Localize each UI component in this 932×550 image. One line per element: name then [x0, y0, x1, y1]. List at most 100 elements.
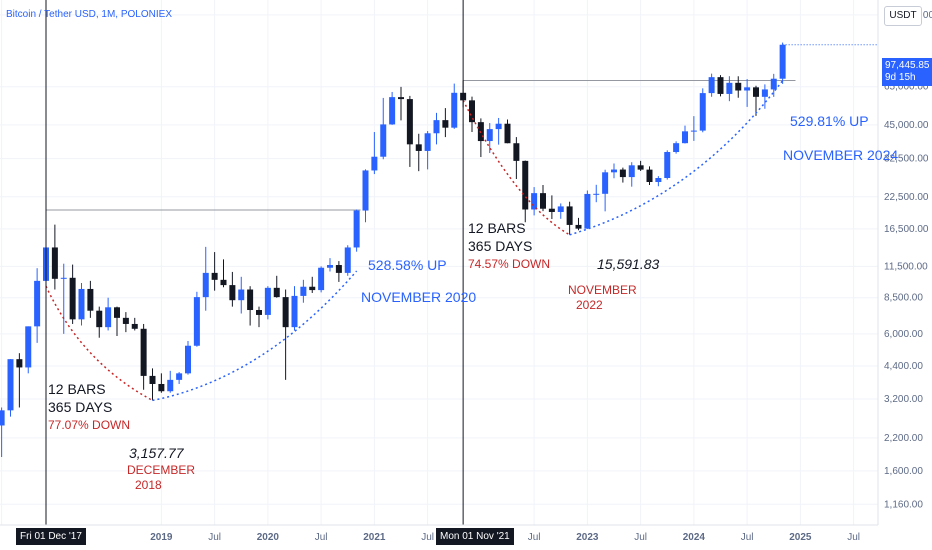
- candle-body: [25, 326, 32, 368]
- candle-body: [167, 379, 174, 392]
- candle-body: [486, 129, 493, 142]
- candle-body: [291, 295, 298, 328]
- y-tick-label: 65,000.00: [884, 82, 929, 93]
- cycle1-days-label: 365 DAYS: [48, 399, 112, 415]
- candle-body: [309, 286, 316, 291]
- recovery-curve: [569, 80, 784, 236]
- candle-body: [87, 288, 94, 311]
- recovery-curve: [152, 270, 358, 402]
- candle-body: [176, 373, 183, 380]
- candle-body: [664, 152, 671, 179]
- candle-body: [584, 193, 591, 229]
- x-tick-label: Jul: [421, 532, 434, 543]
- candle-body: [611, 169, 617, 173]
- last-price-tag: 97,445.85 9d 15h: [882, 58, 932, 86]
- x-tick-label: 2024: [683, 532, 706, 543]
- candle-body: [761, 89, 768, 97]
- candle-body: [637, 165, 644, 170]
- candle-body: [335, 265, 342, 273]
- cycle1-low-month: DECEMBER: [127, 463, 195, 477]
- candle-body: [504, 123, 511, 144]
- candle-body: [735, 82, 742, 91]
- candle-body: [628, 165, 635, 178]
- x-tick-label: Jul: [741, 532, 754, 543]
- y-tick-label: 8,500.00: [884, 293, 923, 304]
- candle-body: [344, 247, 351, 273]
- candle-body: [7, 359, 14, 411]
- candle-body: [690, 130, 697, 132]
- candle-body: [566, 206, 573, 225]
- candle-body: [602, 172, 609, 194]
- y-tick-label: 3,200.00: [884, 394, 923, 405]
- vertical-markers: [45, 0, 464, 525]
- candle-body: [96, 310, 103, 328]
- candle-body: [424, 133, 431, 151]
- candle-body: [744, 87, 751, 91]
- cycle2-days-label: 365 DAYS: [468, 238, 532, 254]
- cycle1-rise-month: NOVEMBER 2020: [361, 289, 476, 305]
- crosshair-date-right: Mon 01 Nov '21: [436, 528, 514, 545]
- candle-body: [16, 359, 23, 368]
- candle-body: [380, 124, 387, 157]
- x-tick-label: Jul: [847, 532, 860, 543]
- x-tick-label: 2020: [257, 532, 280, 543]
- cycle1-rise-label: 528.58% UP: [368, 257, 447, 273]
- candle-body: [406, 99, 413, 145]
- candle-body: [105, 307, 112, 328]
- cycle3-rise-label: 529.81% UP: [790, 113, 869, 129]
- cycle2-bars-label: 12 BARS: [468, 220, 526, 236]
- candle-body: [34, 280, 41, 327]
- x-tick-label: Jul: [634, 532, 647, 543]
- currency-selector[interactable]: USDT: [884, 6, 922, 26]
- candle-body: [264, 287, 271, 315]
- candle-body: [699, 93, 706, 131]
- candle-body: [531, 193, 538, 210]
- candle-body: [708, 77, 715, 94]
- candle-body: [469, 100, 475, 123]
- candle-body: [273, 287, 280, 298]
- x-tick-label: 2019: [150, 532, 173, 543]
- cycle3-rise-month: NOVEMBER 2024: [783, 147, 898, 163]
- candle-body: [114, 307, 120, 318]
- candle-body: [415, 144, 422, 151]
- candle-body: [78, 288, 85, 320]
- candle-body: [398, 97, 404, 100]
- candle-body: [726, 82, 733, 94]
- drawdown-curve: [45, 285, 153, 402]
- candle-body: [0, 410, 5, 426]
- last-price-value: 97,445.85: [885, 60, 930, 71]
- candle-body: [540, 193, 546, 209]
- candle-body: [122, 317, 129, 324]
- cycle1-low-year: 2018: [135, 478, 162, 492]
- cycle2-low-month: NOVEMBER: [568, 283, 637, 297]
- cycle2-low-price: 15,591.83: [597, 256, 659, 272]
- candle-body: [327, 265, 333, 268]
- candle-body: [575, 224, 582, 229]
- time-axis[interactable]: 2019 Jul 2020 Jul 2021 Jul Jul 2023 Jul 2024 Jul 20…: [150, 532, 860, 543]
- candle-body: [371, 156, 378, 171]
- cycle2-drop-label: 74.57% DOWN: [468, 257, 550, 271]
- candle-body: [238, 289, 245, 301]
- y-tick-label: 1,160.00: [884, 499, 923, 510]
- x-tick-label: Jul: [208, 532, 221, 543]
- candle-body: [140, 328, 147, 376]
- candle-body: [318, 267, 325, 291]
- candle-body: [557, 206, 564, 212]
- candle-body: [362, 170, 369, 211]
- y-tick-label: 32,500.00: [884, 154, 929, 165]
- cycle-curves: [45, 44, 878, 402]
- candle-body: [193, 297, 200, 346]
- candle-body: [60, 277, 67, 279]
- y-tick-label: 22,500.00: [884, 192, 929, 203]
- candle-body: [495, 123, 502, 130]
- candle-body: [548, 208, 555, 212]
- x-tick-label: Jul: [528, 532, 541, 543]
- crosshair-date-left: Fri 01 Dec '17: [16, 528, 86, 545]
- cycle2-low-year: 2022: [576, 298, 603, 312]
- y-tick-label: 6,000.00: [884, 329, 923, 340]
- candle-body: [220, 279, 227, 286]
- candle-body: [433, 120, 440, 134]
- y-tick-label: 16,500.00: [884, 224, 929, 235]
